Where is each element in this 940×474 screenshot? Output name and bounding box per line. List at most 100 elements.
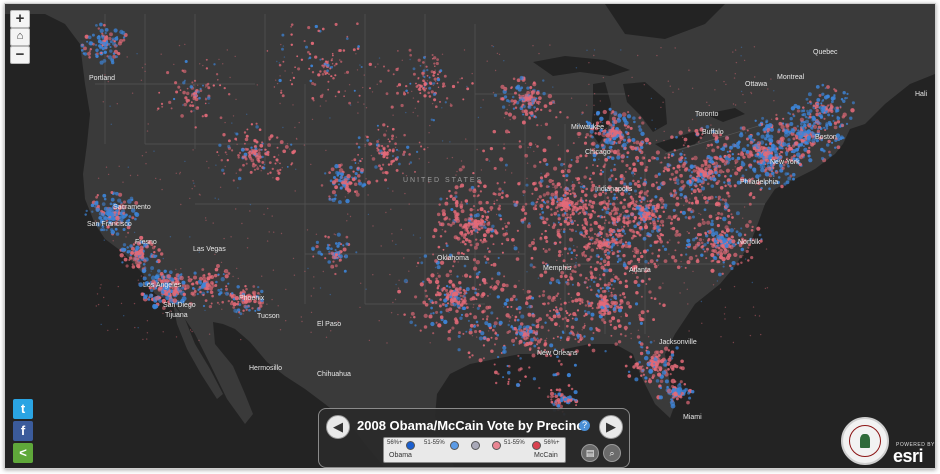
precinct-dot [518, 325, 522, 329]
precinct-dot [319, 94, 324, 99]
precinct-dot [682, 144, 685, 147]
precinct-dot [334, 22, 338, 26]
precinct-dot [552, 373, 556, 377]
precinct-dot [180, 114, 184, 118]
precinct-dot [95, 200, 99, 204]
precinct-dot [117, 198, 122, 203]
precinct-dot [842, 112, 847, 117]
precinct-dot [461, 165, 465, 169]
precinct-dot [524, 202, 528, 206]
precinct-dot [515, 329, 519, 332]
precinct-dot [160, 252, 164, 256]
precinct-dot [657, 372, 662, 377]
precinct-dot [641, 121, 645, 125]
precinct-dot [628, 304, 632, 309]
precinct-dot [516, 318, 520, 322]
precinct-dot [504, 111, 508, 116]
precinct-dot [261, 155, 264, 159]
precinct-dot [595, 121, 600, 125]
precinct-dot [802, 120, 806, 124]
precinct-dot [333, 255, 337, 260]
precinct-dot [807, 102, 809, 105]
precinct-dot [563, 219, 568, 224]
precinct-dot [494, 336, 498, 341]
precinct-dot [482, 357, 485, 360]
precinct-dot [463, 264, 467, 268]
precinct-dot [632, 207, 635, 210]
precinct-dot [728, 264, 732, 268]
precinct-dot [606, 305, 610, 309]
precinct-dot [774, 159, 779, 164]
precinct-dot [616, 155, 621, 160]
precinct-dot [825, 124, 829, 128]
precinct-dot [688, 129, 691, 132]
precinct-dot [585, 120, 589, 124]
precinct-dot [129, 244, 133, 248]
precinct-dot [610, 174, 614, 178]
precinct-dot [512, 115, 517, 120]
precinct-dot [591, 348, 596, 353]
precinct-dot [443, 319, 448, 325]
precinct-dot [615, 207, 620, 212]
precinct-dot [655, 181, 658, 184]
precinct-dot [780, 124, 785, 130]
precinct-dot [356, 22, 359, 25]
precinct-dot [569, 218, 573, 223]
precinct-dot [187, 99, 191, 102]
precinct-dot [787, 164, 790, 168]
precinct-dot [620, 192, 625, 196]
precinct-dot [545, 191, 550, 196]
precinct-dot [590, 317, 594, 321]
precinct-dot [655, 216, 658, 219]
precinct-dot [352, 48, 356, 52]
precinct-dot [661, 181, 666, 186]
precinct-dot [166, 71, 170, 75]
precinct-dot [798, 135, 803, 140]
precinct-dot [371, 157, 376, 161]
precinct-dot [517, 305, 522, 311]
precinct-dot [585, 187, 588, 191]
precinct-dot [394, 142, 397, 146]
precinct-dot [653, 362, 656, 365]
precinct-dot [220, 288, 223, 291]
precinct-dot [539, 184, 543, 188]
precinct-dot [571, 317, 574, 320]
precinct-dot [543, 342, 548, 346]
precinct-dot [609, 149, 614, 153]
precinct-dot [320, 252, 324, 256]
precinct-dot [112, 52, 116, 55]
precinct-dot [648, 377, 651, 380]
precinct-dot [334, 249, 337, 252]
precinct-dot [668, 177, 672, 181]
precinct-dot [460, 209, 465, 214]
precinct-dot [658, 357, 661, 360]
precinct-dot [610, 190, 613, 194]
precinct-dot [437, 274, 441, 278]
precinct-dot [627, 224, 630, 227]
precinct-dot [643, 355, 649, 361]
precinct-dot [451, 221, 456, 225]
precinct-dot [456, 81, 459, 84]
precinct-dot [828, 122, 831, 125]
precinct-dot [237, 176, 242, 181]
precinct-dot [571, 212, 575, 216]
precinct-dot [589, 326, 593, 331]
precinct-dot [80, 49, 84, 52]
election-map[interactable]: QuebecOttawaMontrealTorontoBuffaloMilwau… [5, 4, 935, 468]
precinct-dot [539, 338, 543, 341]
precinct-dot [237, 153, 240, 157]
precinct-dot [551, 198, 555, 202]
precinct-dot [511, 338, 516, 343]
precinct-dot [697, 178, 702, 183]
precinct-dot [342, 49, 346, 52]
precinct-dot [608, 107, 612, 111]
precinct-dot [640, 200, 643, 204]
precinct-dot [518, 99, 521, 102]
precinct-dot [648, 368, 653, 373]
precinct-dot [163, 269, 167, 273]
precinct-dot [545, 240, 549, 243]
precinct-dot [330, 75, 333, 78]
precinct-dot [106, 209, 111, 214]
precinct-dot [490, 209, 493, 212]
precinct-dot [97, 27, 101, 30]
